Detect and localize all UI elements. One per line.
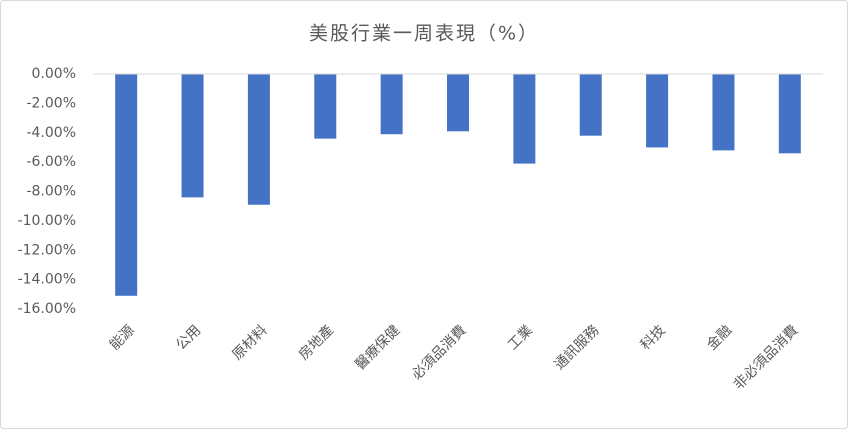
y-tick-label: -16.00%: [18, 301, 76, 317]
bar: [314, 74, 337, 139]
bar: [447, 74, 469, 132]
bar: [712, 74, 735, 151]
bar: [646, 74, 669, 148]
bar: [579, 74, 602, 136]
y-tick-label: -14.00%: [18, 272, 76, 288]
bar: [115, 74, 138, 296]
y-tick-label: -10.00%: [18, 213, 76, 229]
chart-title: 美股行業一周表現（%）: [309, 23, 539, 45]
y-tick-label: -8.00%: [26, 184, 76, 200]
bar: [778, 74, 801, 154]
y-tick-label: -4.00%: [26, 125, 76, 141]
y-tick-label: -2.00%: [26, 95, 76, 111]
bar: [247, 74, 270, 205]
y-tick-label: -12.00%: [18, 242, 76, 258]
bar: [181, 74, 204, 198]
y-tick-label: -6.00%: [26, 154, 76, 170]
bar: [513, 74, 536, 164]
bar: [380, 74, 403, 135]
y-tick-label: 0.00%: [32, 66, 76, 82]
